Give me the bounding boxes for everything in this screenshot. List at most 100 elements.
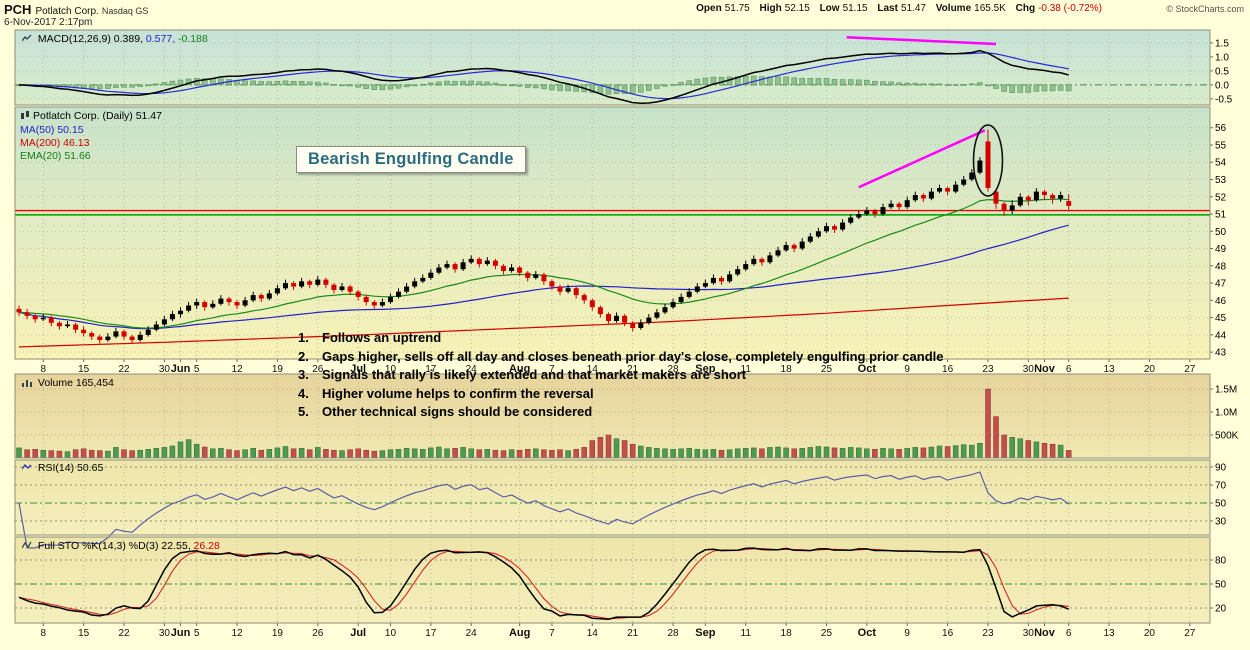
copyright: © StockCharts.com [1166,4,1244,14]
svg-text:23: 23 [982,628,994,639]
macd-panel [16,36,1072,105]
svg-text:500K: 500K [1215,430,1239,441]
svg-text:9: 9 [904,628,910,639]
svg-text:14: 14 [587,628,599,639]
svg-text:5: 5 [194,364,200,375]
low-value: 51.15 [842,3,868,14]
svg-text:26: 26 [312,364,324,375]
svg-text:70: 70 [1215,481,1227,492]
svg-text:30: 30 [1215,516,1227,527]
svg-text:47: 47 [1215,279,1227,290]
svg-text:24: 24 [466,364,478,375]
svg-text:7: 7 [549,628,555,639]
svg-text:21: 21 [627,364,639,375]
note-item: 4. Higher volume helps to confirm the rev… [298,385,594,401]
last-label: Last [877,3,898,14]
svg-text:Nov: Nov [1034,627,1056,639]
svg-text:Jul: Jul [350,363,366,375]
svg-text:18: 18 [781,364,793,375]
svg-text:Aug: Aug [509,627,530,639]
svg-text:1.5M: 1.5M [1215,384,1237,395]
svg-text:10: 10 [385,628,397,639]
x-axis-labels: 88151522223030JunJun55121219192626JulJul… [40,359,1196,639]
svg-text:6: 6 [1066,364,1072,375]
svg-text:90: 90 [1215,463,1227,474]
svg-text:Oct: Oct [858,627,877,639]
chart-header: PCH Potlatch Corp. Nasdaq GS [4,2,148,17]
panel-backgrounds [15,30,1210,623]
svg-text:22: 22 [118,628,130,639]
volume-label: Volume [935,3,972,14]
svg-text:20: 20 [1144,628,1156,639]
price-title: Potlatch Corp. (Daily) 51.47 [33,110,162,122]
svg-text:56: 56 [1215,123,1227,134]
note-item: 5. Other technical signs should be consid… [298,404,593,419]
svg-text:Sep: Sep [695,627,715,639]
svg-text:49: 49 [1215,244,1227,255]
svg-text:21: 21 [627,628,639,639]
volume-icon [22,378,32,390]
price-panel [15,124,1210,348]
company-name: Potlatch Corp. [35,6,99,17]
macd-signal-value: 0.577, [145,33,176,45]
svg-text:6: 6 [1066,628,1072,639]
svg-text:-0.5: -0.5 [1215,94,1233,105]
svg-text:5: 5 [194,628,200,639]
macd-icon [21,34,32,46]
price-panel-labels: Potlatch Corp. (Daily) 51.47 MA(50) 50.1… [20,110,162,163]
svg-text:30: 30 [1023,364,1035,375]
svg-text:18: 18 [781,628,793,639]
svg-text:43: 43 [1215,348,1227,359]
open-label: Open [696,3,722,14]
svg-text:19: 19 [272,628,284,639]
volume-panel-label: Volume 165,454 [22,377,114,390]
rsi-panel [18,471,1070,549]
rsi-value: RSI(14) 50.65 [37,462,104,474]
svg-text:20: 20 [1144,364,1156,375]
macd-name: MACD(12,26,9) [37,33,111,45]
chart-type-icon [20,111,30,124]
svg-text:17: 17 [425,364,437,375]
chg-value: -0.38 (-0.72%) [1038,3,1102,14]
sto-d-value: 26.28 [193,540,220,552]
note-item: 3. Signals that rally is likely extended … [298,367,747,382]
svg-text:7: 7 [549,364,555,375]
engulfing-ellipse [972,124,1004,197]
svg-text:Sep: Sep [695,363,715,375]
svg-text:11: 11 [741,628,752,639]
ma50-label: MA(50) 50.15 [20,124,84,136]
svg-text:50: 50 [1215,580,1227,591]
svg-text:1.0: 1.0 [1215,52,1229,63]
svg-text:8: 8 [40,364,46,375]
svg-text:23: 23 [982,364,994,375]
panel-borders [14,29,1211,624]
open-value: 51.75 [724,3,750,14]
svg-text:10: 10 [385,364,397,375]
svg-text:55: 55 [1215,140,1227,151]
svg-text:26: 26 [312,628,324,639]
chart-datetime: 6-Nov-2017 2:17pm [4,17,93,28]
macd-hist-value: -0.188 [178,33,208,45]
svg-text:12: 12 [231,364,243,375]
high-value: 52.15 [784,3,810,14]
svg-text:48: 48 [1215,261,1227,272]
svg-text:50: 50 [1215,227,1227,238]
sto-icon [21,541,32,553]
svg-text:15: 15 [78,628,90,639]
svg-text:80: 80 [1215,556,1227,567]
svg-text:27: 27 [1184,364,1196,375]
svg-text:50: 50 [1215,498,1227,509]
notes-list: 1. Follows an uptrend 2. Gaps higher, sell… [298,329,944,422]
ema20-label: EMA(20) 51.66 [20,150,91,162]
svg-text:11: 11 [741,364,752,375]
quote-line: Open 51.75 High 52.15 Low 51.15 Last 51.47 V… [696,3,1102,14]
svg-text:51: 51 [1215,210,1227,221]
svg-text:Jun: Jun [171,627,191,639]
svg-text:30: 30 [159,628,171,639]
macd-panel-label: MACD(12,26,9) 0.389, 0.577, -0.188 [21,33,208,46]
macd-value: 0.389, [113,33,143,45]
svg-text:28: 28 [667,628,679,639]
svg-text:9: 9 [904,364,910,375]
svg-text:20: 20 [1215,604,1227,615]
